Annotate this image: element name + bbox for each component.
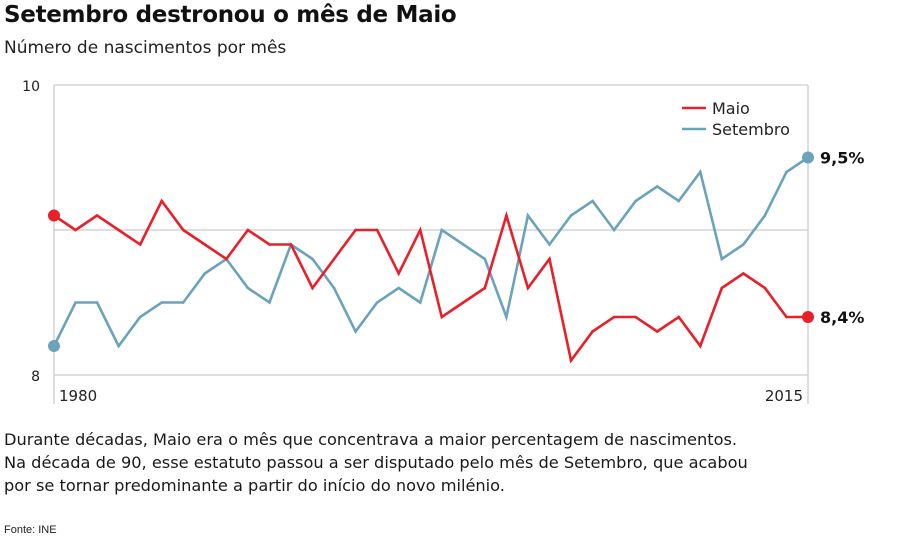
data-point-maio-1997	[418, 228, 422, 232]
series-line-setembro	[52, 156, 809, 349]
data-point-setembro-1996	[397, 286, 400, 290]
data-point-maio-1985	[160, 199, 164, 203]
end-marker-maio	[802, 311, 814, 323]
data-point-maio-1988	[225, 257, 228, 261]
data-point-maio-2008	[655, 330, 659, 333]
series: 9,5% 8,4%	[48, 149, 864, 364]
data-point-setembro-1998	[440, 228, 444, 232]
data-point-setembro-1995	[375, 301, 379, 304]
y-tick-label-8: 8	[31, 369, 40, 385]
description-line-1: Durante décadas, Maio era o mês que conc…	[4, 430, 738, 449]
data-point-maio-2002	[526, 286, 530, 290]
data-point-setembro-1989	[246, 286, 250, 290]
data-point-maio-2005	[591, 330, 594, 333]
data-point-setembro-2001	[505, 315, 508, 319]
data-point-setembro-1987	[203, 272, 207, 275]
data-point-setembro-2009	[677, 199, 681, 203]
end-label-maio: 8,4%	[820, 308, 864, 327]
data-point-setembro-2007	[634, 199, 637, 203]
data-point-maio-2006	[612, 315, 616, 319]
line-chart: 8 10 1980 2015 9,5% 8,4% Maio Setembro	[22, 79, 864, 405]
data-point-maio-1982	[95, 214, 99, 217]
chart-title: Setembro destronou o mês de Maio	[4, 2, 457, 28]
data-point-setembro-2002	[526, 214, 530, 217]
data-point-setembro-2012	[742, 243, 745, 246]
legend-label-setembro: Setembro	[712, 120, 790, 139]
data-point-maio-1981	[74, 228, 77, 232]
x-tick-label-start: 1980	[59, 387, 97, 405]
data-point-maio-1994	[354, 228, 357, 232]
series-line-maio	[53, 198, 808, 364]
data-point-setembro-1999	[462, 243, 465, 246]
data-point-setembro-2005	[591, 199, 594, 203]
x-tick-label-end: 2015	[765, 387, 803, 405]
data-point-setembro-1981	[74, 301, 77, 304]
data-point-setembro-1984	[138, 315, 142, 319]
data-point-maio-1987	[203, 243, 207, 246]
data-point-setembro-1983	[117, 344, 120, 348]
data-point-maio-2003	[548, 257, 551, 261]
data-point-maio-2001	[505, 214, 508, 217]
data-point-maio-1998	[440, 315, 444, 319]
start-marker-setembro	[48, 340, 60, 352]
data-point-maio-1984	[138, 243, 142, 246]
data-point-maio-2010	[698, 344, 702, 348]
data-point-setembro-2014	[785, 170, 788, 174]
end-label-setembro: 9,5%	[820, 149, 864, 168]
data-point-setembro-2011	[720, 257, 724, 261]
data-point-maio-2004	[569, 359, 573, 362]
chart-subtitle: Número de nascimentos por mês	[4, 38, 287, 58]
data-point-maio-1989	[246, 228, 250, 232]
data-point-maio-2012	[742, 272, 745, 275]
data-point-setembro-2004	[569, 214, 573, 217]
description-line-3: por se tornar predominante a partir do i…	[4, 476, 505, 495]
data-point-maio-2000	[483, 286, 487, 290]
data-point-setembro-1993	[332, 286, 336, 290]
grid	[54, 84, 808, 376]
data-point-setembro-1982	[95, 301, 99, 304]
data-point-maio-1999	[462, 301, 465, 304]
data-point-setembro-2006	[612, 228, 616, 232]
data-point-setembro-1986	[181, 301, 185, 304]
data-point-maio-1993	[332, 257, 336, 261]
data-point-setembro-2000	[483, 257, 487, 261]
data-point-setembro-1994	[354, 330, 357, 333]
data-point-maio-2007	[634, 315, 637, 319]
data-point-maio-1992	[311, 286, 314, 290]
data-point-setembro-2003	[548, 243, 551, 246]
data-point-maio-1995	[375, 228, 379, 232]
data-point-maio-1983	[117, 228, 120, 232]
data-point-maio-1986	[181, 228, 185, 232]
data-point-maio-2014	[785, 315, 788, 319]
legend-label-maio: Maio	[712, 99, 750, 118]
description-line-2: Na década de 90, esse estatuto passou a …	[4, 453, 748, 472]
data-point-setembro-1992	[311, 257, 314, 261]
axes: 8 10 1980 2015	[22, 79, 809, 405]
legend: Maio Setembro	[682, 99, 790, 139]
description: Durante décadas, Maio era o mês que conc…	[4, 428, 894, 497]
data-point-maio-2011	[720, 286, 724, 290]
data-point-maio-1991	[289, 243, 293, 246]
data-point-maio-1990	[268, 243, 271, 246]
data-point-setembro-2013	[763, 214, 767, 217]
data-point-maio-2009	[677, 315, 681, 319]
data-point-maio-1996	[397, 272, 400, 275]
start-marker-maio	[48, 209, 60, 222]
data-point-setembro-1990	[268, 301, 271, 304]
data-point-setembro-1997	[418, 301, 422, 304]
data-point-setembro-2008	[655, 185, 659, 188]
source-note: Fonte: INE	[4, 524, 57, 536]
data-point-maio-2013	[763, 286, 767, 290]
data-point-setembro-1985	[160, 301, 164, 304]
data-point-setembro-2010	[698, 170, 702, 174]
end-marker-setembro	[802, 151, 814, 164]
y-tick-label-10: 10	[22, 79, 40, 95]
